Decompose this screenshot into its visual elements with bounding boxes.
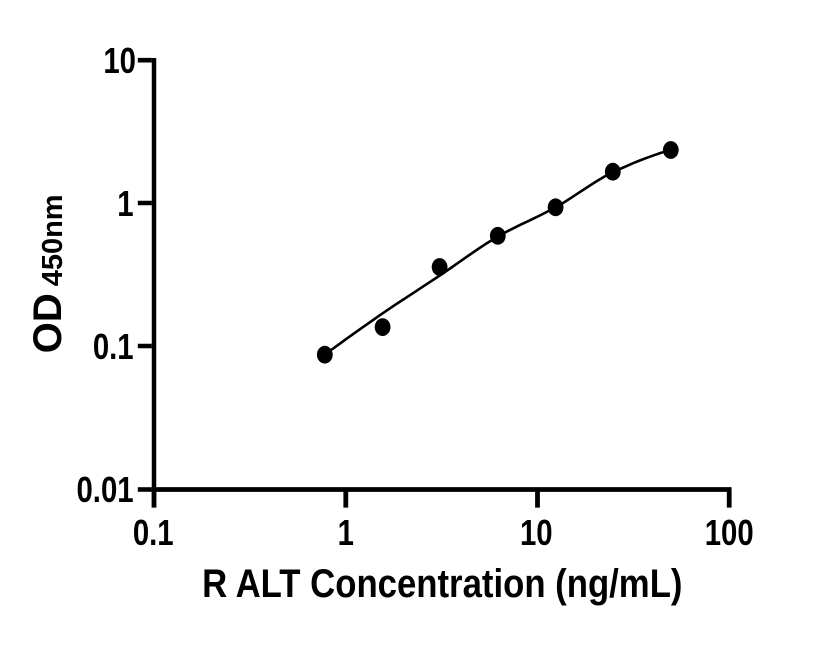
svg-text:10: 10 [103,40,136,80]
svg-text:0.1: 0.1 [93,326,134,366]
svg-text:1: 1 [338,512,354,552]
svg-text:0.1: 0.1 [133,512,174,552]
svg-text:R ALT Concentration (ng/mL): R ALT Concentration (ng/mL) [202,561,682,606]
svg-text:100: 100 [705,512,754,552]
svg-text:10: 10 [520,512,553,552]
svg-text:1: 1 [117,183,133,223]
svg-text:0.01: 0.01 [76,469,133,509]
